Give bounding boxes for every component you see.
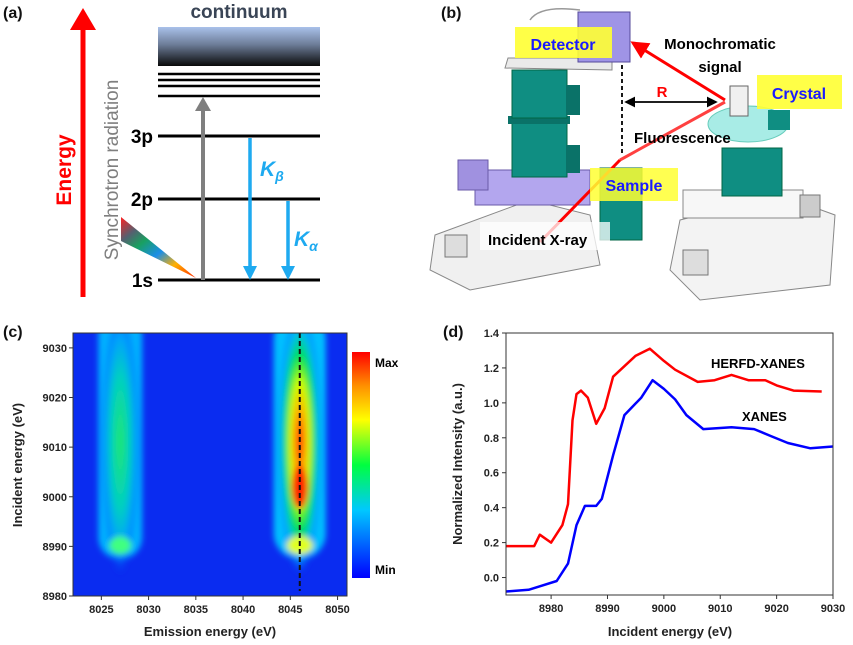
right-stage-assembly [669,85,836,301]
plot-c-frame [72,332,348,597]
x-tick-label-c: 8045 [278,604,302,616]
sample-label: Sample [606,178,663,195]
k-beta-arrowhead-icon [243,266,257,280]
monochromatic-beam [630,41,726,102]
monochromatic-label-2: signal [698,59,741,76]
y-tick-label-d: 0.2 [484,538,499,550]
panel-label-b: (b) [441,5,461,22]
x-tick-label-d: 8980 [539,603,563,615]
level-label-3p: 3p [131,127,153,148]
y-tick-label-c: 9010 [43,442,67,454]
x-tick-label-d: 9010 [708,603,732,615]
x-axis-label-d: Incident energy (eV) [608,624,732,639]
legend-xanes: XANES [742,409,787,424]
continuum-label: continuum [190,2,287,23]
crystal-label-box [757,75,842,109]
x-tick-label-c: 8025 [89,604,113,616]
colorbar [352,352,370,578]
y-tick-label-d: 0.4 [484,503,500,515]
x-tick-label-c: 8040 [231,604,255,616]
panel-label-d: (d) [443,324,463,341]
incident-label-box [480,222,610,250]
panel-d-xanes-spectra: (d) 8980 8990 9000 9010 9020 9030 0.0 0.2 0.4 0.6… [443,324,845,639]
x-tick-label-c: 8030 [136,604,160,616]
crystal-label: Crystal [772,86,826,103]
series-line-xanes [506,378,833,593]
synchrotron-label: Synchrotron radiation [102,80,123,261]
k-alpha-arrowhead-icon [281,266,295,280]
y-tick-label-c: 8990 [43,541,67,553]
heatmap-peak [101,333,139,577]
incident-label: Incident X-ray [488,232,588,249]
level-label-2p: 2p [131,190,153,211]
y-tick-label-d: 1.2 [484,363,499,375]
continuum-band [158,27,320,66]
y-tick-label-c: 9000 [43,492,67,504]
k-alpha-label: Kα [294,228,319,254]
synchrotron-spectrum [121,217,196,278]
y-tick-label-c: 9030 [43,343,67,355]
y-tick-label-d: 1.4 [484,328,500,340]
y-tick-label-c: 8980 [43,591,67,603]
x-tick-label-d: 9020 [764,603,788,615]
x-tick-label-c: 8050 [325,604,349,616]
x-axis-label-c: Emission energy (eV) [144,624,276,639]
radius-label: R [657,84,668,101]
energy-arrowhead-icon [70,8,96,30]
colorbar-min-label: Min [375,563,396,577]
panel-label-c: (c) [3,324,23,341]
y-tick-label-d: 0.0 [484,573,499,585]
rydberg-levels [158,72,320,98]
panel-label-a: (a) [3,5,23,22]
plot-d-frame [505,332,834,596]
panel-c-rxes-map: (c) 8025 8030 8035 8040 8045 8050 8980 8990 9000… [3,324,399,639]
energy-label: Energy [53,134,76,206]
heatmap-onset-spot [109,536,132,555]
monochromatic-label-1: Monochromatic [664,36,776,53]
y-axis-label-c: Incident energy (eV) [10,403,25,527]
detector-label-box [515,27,612,58]
series-line-herfd-xanes [506,347,822,548]
x-tick-label-d: 8990 [595,603,619,615]
excitation-arrowhead-icon [195,97,211,111]
panel-b-spectrometer-setup: (b) [429,5,842,301]
detector-label: Detector [531,37,596,54]
colorbar-max-label: Max [375,356,399,370]
y-tick-label-d: 0.6 [484,468,499,480]
sample-label-box [590,168,678,201]
x-tick-label-d: 9030 [821,603,845,615]
fluorescence-label: Fluorescence [634,130,731,147]
y-tick-label-d: 0.8 [484,433,499,445]
y-tick-label-d: 1.0 [484,398,499,410]
y-axis-label-d: Normalized Intensity (a.u.) [450,383,465,545]
legend-herfd: HERFD-XANES [711,356,805,371]
x-tick-label-d: 9000 [652,603,676,615]
level-label-1s: 1s [132,271,153,292]
panel-a-energy-diagram: (a) Energy Synchrotron radiation continu… [3,2,320,297]
x-tick-label-c: 8035 [184,604,208,616]
fluorescence-beam [619,100,726,162]
k-beta-label: Kβ [260,158,284,184]
y-tick-label-c: 9020 [43,393,67,405]
